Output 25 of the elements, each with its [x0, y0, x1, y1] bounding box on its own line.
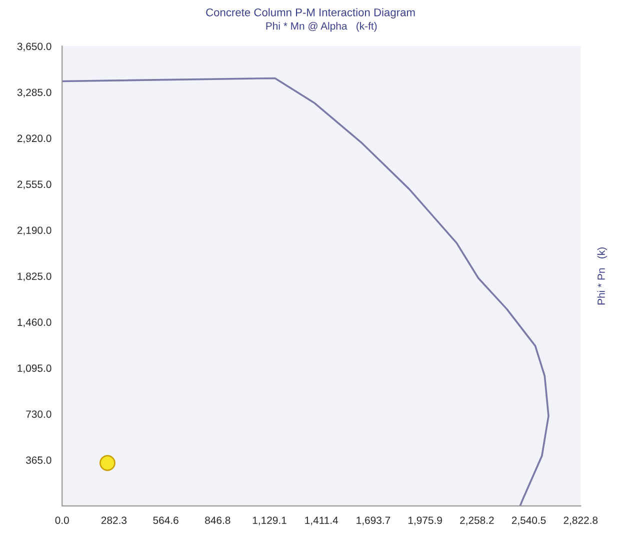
y-tick-label: 2,920.0: [17, 134, 52, 144]
x-tick-label: 2,822.8: [564, 516, 598, 526]
x-tick-label: 0.0: [55, 516, 69, 524]
y-tick-label: 3,650.0: [17, 42, 52, 52]
x-tick-label: 282.3: [101, 516, 127, 524]
y-tick-label: 1,825.0: [18, 272, 52, 282]
x-tick-label: 1,693.7: [356, 516, 390, 526]
y-tick-label: 2,190.0: [17, 226, 52, 236]
x-axis-title: Phi * Mn @ Alpha (k-ft): [266, 22, 377, 32]
y-tick-label: 730.0: [26, 410, 52, 418]
x-tick-label: 2,258.2: [460, 516, 494, 526]
y-tick-label: 365.0: [26, 456, 52, 464]
y-tick-label: 1,095.0: [18, 364, 52, 374]
x-tick-label: 2,540.5: [512, 516, 546, 526]
x-tick-label: 564.6: [153, 516, 178, 524]
x-tick-label: 1,975.9: [408, 516, 442, 526]
y-tick-label: 3,285.0: [17, 88, 52, 98]
x-tick-label: 1,129.1: [252, 516, 286, 526]
x-tick-label: 1,411.4: [305, 516, 338, 526]
x-tick-label: 846.8: [205, 516, 230, 524]
chart-title: Concrete Column P-M Interaction Diagram: [206, 8, 415, 19]
y-tick-label: 1,460.0: [18, 318, 52, 328]
line-series: [62, 77, 550, 506]
y-axis-title: Phi * Pn (k): [597, 247, 608, 304]
y-tick-label: 2,555.0: [17, 180, 52, 190]
